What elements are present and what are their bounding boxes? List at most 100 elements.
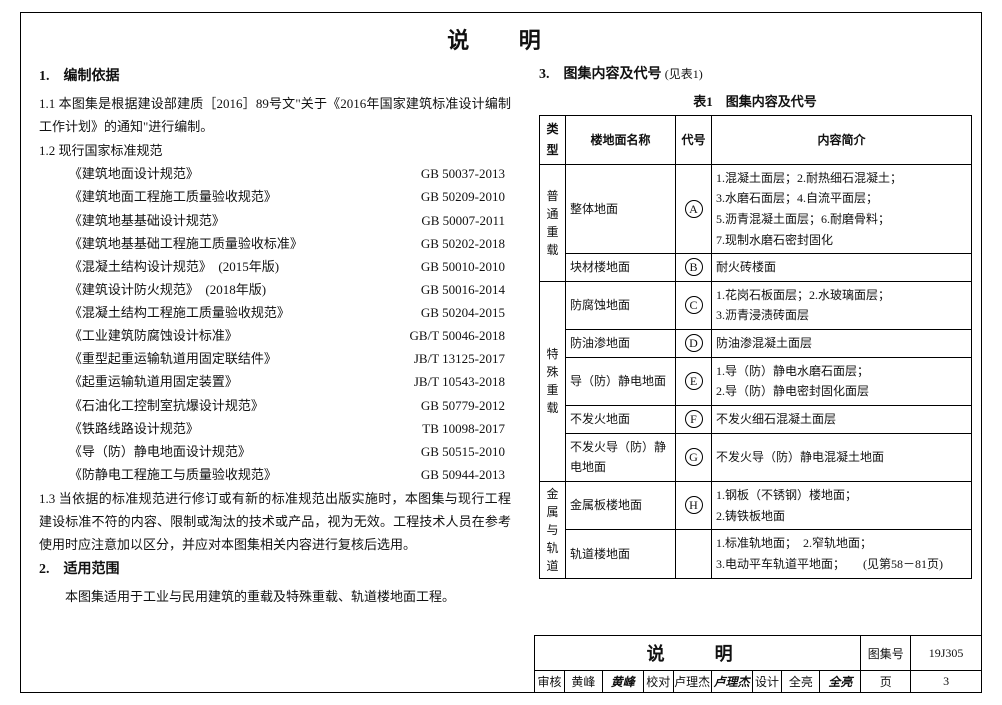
standard-row: 《重型起重运输轨道用固定联结件》 JB/T 13125-2017 bbox=[39, 347, 511, 370]
summary-cell: 1.混凝土面层；2.耐热细石混凝土；3.水磨石面层；4.自流平面层；5.沥青混凝… bbox=[712, 164, 972, 254]
title-block-row1: 说 明 图集号 19J305 bbox=[535, 636, 981, 670]
standard-code: GB 50202-2018 bbox=[421, 232, 511, 255]
tb-design-label: 设计 bbox=[753, 670, 783, 692]
standard-name: 《建筑地面工程施工质量验收规范》 bbox=[69, 185, 277, 208]
standard-name: 《石油化工控制室抗爆设计规范》 bbox=[69, 394, 264, 417]
standard-code: GB 50016-2014 bbox=[421, 278, 511, 301]
standard-row: 《工业建筑防腐蚀设计标准》 GB/T 50046-2018 bbox=[39, 324, 511, 347]
code-cell: B bbox=[676, 254, 712, 282]
standard-row: 《建筑地面工程施工质量验收规范》 GB 50209-2010 bbox=[39, 185, 511, 208]
table-row: 金属与轨道金属板楼地面H1.钢板（不锈钢）楼地面；2.铸铁板地面 bbox=[540, 481, 972, 530]
standard-row: 《石油化工控制室抗爆设计规范》 GB 50779-2012 bbox=[39, 394, 511, 417]
standard-code: GB/T 50046-2018 bbox=[410, 324, 511, 347]
table-row: 导（防）静电地面E1.导（防）静电水磨石面层；2.导（防）静电密封固化面层 bbox=[540, 357, 972, 405]
right-column: 3. 图集内容及代号 (见表1) 表1 图集内容及代号 类型 楼地面名称 代号 … bbox=[539, 63, 971, 609]
left-column: 1. 编制依据 1.1 本图集是根据建设部建质［2016］89号文"关于《201… bbox=[39, 63, 511, 609]
standard-code: GB 50010-2010 bbox=[421, 255, 511, 278]
standard-row: 《建筑地基基础工程施工质量验收标准》GB 50202-2018 bbox=[39, 232, 511, 255]
code-cell: H bbox=[676, 481, 712, 530]
table1-caption: 表1 图集内容及代号 bbox=[539, 91, 971, 113]
title-block-row2: 审核 黄峰 黄峰 校对 卢理杰 卢理杰 设计 全亮 全亮 页 3 bbox=[535, 670, 981, 692]
table-row: 特殊重载防腐蚀地面C1.花岗石板面层；2.水玻璃面层；3.沥青浸渍砖面层 bbox=[540, 281, 972, 329]
name-cell: 不发火地面 bbox=[566, 405, 676, 433]
name-cell: 防腐蚀地面 bbox=[566, 281, 676, 329]
summary-cell: 1.钢板（不锈钢）楼地面；2.铸铁板地面 bbox=[712, 481, 972, 530]
standard-code: GB 50944-2013 bbox=[421, 463, 511, 486]
table-row: 普通重载整体地面A1.混凝土面层；2.耐热细石混凝土；3.水磨石面层；4.自流平… bbox=[540, 164, 972, 254]
para-2: 本图集适用于工业与民用建筑的重载及特殊重载、轨道楼地面工程。 bbox=[39, 585, 511, 608]
tb-proof-sign: 卢理杰 bbox=[712, 670, 753, 692]
standard-name: 《工业建筑防腐蚀设计标准》 bbox=[69, 324, 238, 347]
standard-row: 《混凝土结构设计规范》 (2015年版) GB 50010-2010 bbox=[39, 255, 511, 278]
table-row: 不发火导（防）静电地面G不发火导（防）静电混凝土地面 bbox=[540, 433, 972, 481]
heading-3: 3. 图集内容及代号 bbox=[539, 67, 662, 82]
standards-list: 《建筑地面设计规范》 GB 50037-2013 《建筑地面工程施工质量验收规范》 G… bbox=[39, 162, 511, 486]
code-cell: C bbox=[676, 281, 712, 329]
standard-code: GB 50515-2010 bbox=[421, 440, 511, 463]
standard-name: 《建筑地基基础设计规范》 bbox=[69, 209, 225, 232]
para-1-2-lead: 1.2 现行国家标准规范 bbox=[39, 139, 511, 162]
standard-name: 《建筑地面设计规范》 bbox=[69, 162, 199, 185]
name-cell: 导（防）静电地面 bbox=[566, 357, 676, 405]
tb-check-sign: 黄峰 bbox=[603, 670, 644, 692]
code-cell bbox=[676, 530, 712, 579]
summary-cell: 不发火导（防）静电混凝土地面 bbox=[712, 433, 972, 481]
tb-page-value: 3 bbox=[911, 670, 981, 692]
name-cell: 轨道楼地面 bbox=[566, 530, 676, 579]
standard-name: 《混凝土结构工程施工质量验收规范》 bbox=[69, 301, 290, 324]
th-summary: 内容简介 bbox=[712, 116, 972, 164]
standard-name: 《起重运输轨道用固定装置》 bbox=[69, 370, 238, 393]
summary-cell: 不发火细石混凝土面层 bbox=[712, 405, 972, 433]
tb-check-name: 黄峰 bbox=[565, 670, 603, 692]
code-cell: G bbox=[676, 433, 712, 481]
th-name: 楼地面名称 bbox=[566, 116, 676, 164]
heading-3-see: (见表1) bbox=[665, 67, 703, 81]
th-type: 类型 bbox=[540, 116, 566, 164]
standard-code: TB 10098-2017 bbox=[422, 417, 511, 440]
standard-name: 《重型起重运输轨道用固定联结件》 bbox=[69, 347, 277, 370]
tb-design-sign: 全亮 bbox=[820, 670, 861, 692]
name-cell: 整体地面 bbox=[566, 164, 676, 254]
para-1-1: 1.1 本图集是根据建设部建质［2016］89号文"关于《2016年国家建筑标准… bbox=[39, 92, 511, 138]
th-code: 代号 bbox=[676, 116, 712, 164]
standard-code: JB/T 10543-2018 bbox=[414, 370, 511, 393]
name-cell: 不发火导（防）静电地面 bbox=[566, 433, 676, 481]
code-cell: D bbox=[676, 330, 712, 358]
tb-check-label: 审核 bbox=[535, 670, 565, 692]
tb-page-label: 页 bbox=[861, 670, 911, 692]
table-header-row: 类型 楼地面名称 代号 内容简介 bbox=[540, 116, 972, 164]
standard-code: GB 50007-2011 bbox=[421, 209, 511, 232]
document-frame: 说 明 1. 编制依据 1.1 本图集是根据建设部建质［2016］89号文"关于… bbox=[20, 12, 982, 693]
standard-name: 《防静电工程施工与质量验收规范》 bbox=[69, 463, 277, 486]
standard-row: 《铁路线路设计规范》TB 10098-2017 bbox=[39, 417, 511, 440]
heading-1: 1. 编制依据 bbox=[39, 65, 511, 90]
summary-cell: 耐火砖楼面 bbox=[712, 254, 972, 282]
standard-name: 《建筑设计防火规范》 (2018年版) bbox=[69, 278, 266, 301]
standard-row: 《建筑地面设计规范》 GB 50037-2013 bbox=[39, 162, 511, 185]
summary-cell: 1.花岗石板面层；2.水玻璃面层；3.沥青浸渍砖面层 bbox=[712, 281, 972, 329]
table-row: 轨道楼地面 1.标准轨地面； 2.窄轨地面；3.电动平车轨道平地面； (见第58－… bbox=[540, 530, 972, 579]
heading-3-line: 3. 图集内容及代号 (见表1) bbox=[539, 63, 971, 87]
tb-set-value: 19J305 bbox=[911, 636, 981, 670]
heading-2: 2. 适用范围 bbox=[39, 558, 511, 583]
page-title-top: 说 明 bbox=[39, 23, 971, 55]
standard-name: 《导（防）静电地面设计规范》 bbox=[69, 440, 251, 463]
standard-code: GB 50209-2010 bbox=[421, 185, 511, 208]
standard-row: 《防静电工程施工与质量验收规范》 GB 50944-2013 bbox=[39, 463, 511, 486]
table-row: 块材楼地面B耐火砖楼面 bbox=[540, 254, 972, 282]
code-cell: A bbox=[676, 164, 712, 254]
tb-proof-name: 卢理杰 bbox=[674, 670, 712, 692]
code-cell: F bbox=[676, 405, 712, 433]
standard-code: GB 50037-2013 bbox=[421, 162, 511, 185]
tb-set-label: 图集号 bbox=[861, 636, 911, 670]
summary-cell: 1.标准轨地面； 2.窄轨地面；3.电动平车轨道平地面； (见第58－81页) bbox=[712, 530, 972, 579]
tb-proof-label: 校对 bbox=[644, 670, 674, 692]
standard-code: GB 50779-2012 bbox=[421, 394, 511, 417]
code-cell: E bbox=[676, 357, 712, 405]
summary-cell: 1.导（防）静电水磨石面层；2.导（防）静电密封固化面层 bbox=[712, 357, 972, 405]
standard-row: 《建筑设计防火规范》 (2018年版) GB 50016-2014 bbox=[39, 278, 511, 301]
name-cell: 金属板楼地面 bbox=[566, 481, 676, 530]
standard-code: JB/T 13125-2017 bbox=[414, 347, 511, 370]
para-1-3: 1.3 当依据的标准规范进行修订或有新的标准规范出版实施时，本图集与现行工程建设… bbox=[39, 487, 511, 556]
standard-name: 《混凝土结构设计规范》 (2015年版) bbox=[69, 255, 279, 278]
